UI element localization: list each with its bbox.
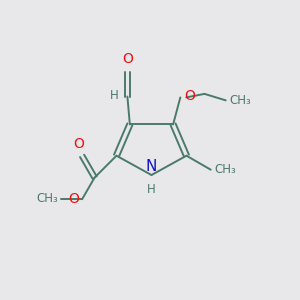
Text: H: H	[147, 183, 156, 196]
Text: CH₃: CH₃	[36, 192, 58, 205]
Text: O: O	[73, 137, 84, 152]
Text: N: N	[146, 159, 157, 174]
Text: CH₃: CH₃	[214, 163, 236, 176]
Text: O: O	[122, 52, 133, 66]
Text: H: H	[110, 88, 118, 102]
Text: CH₃: CH₃	[229, 94, 251, 107]
Text: O: O	[184, 89, 195, 103]
Text: O: O	[68, 192, 79, 206]
